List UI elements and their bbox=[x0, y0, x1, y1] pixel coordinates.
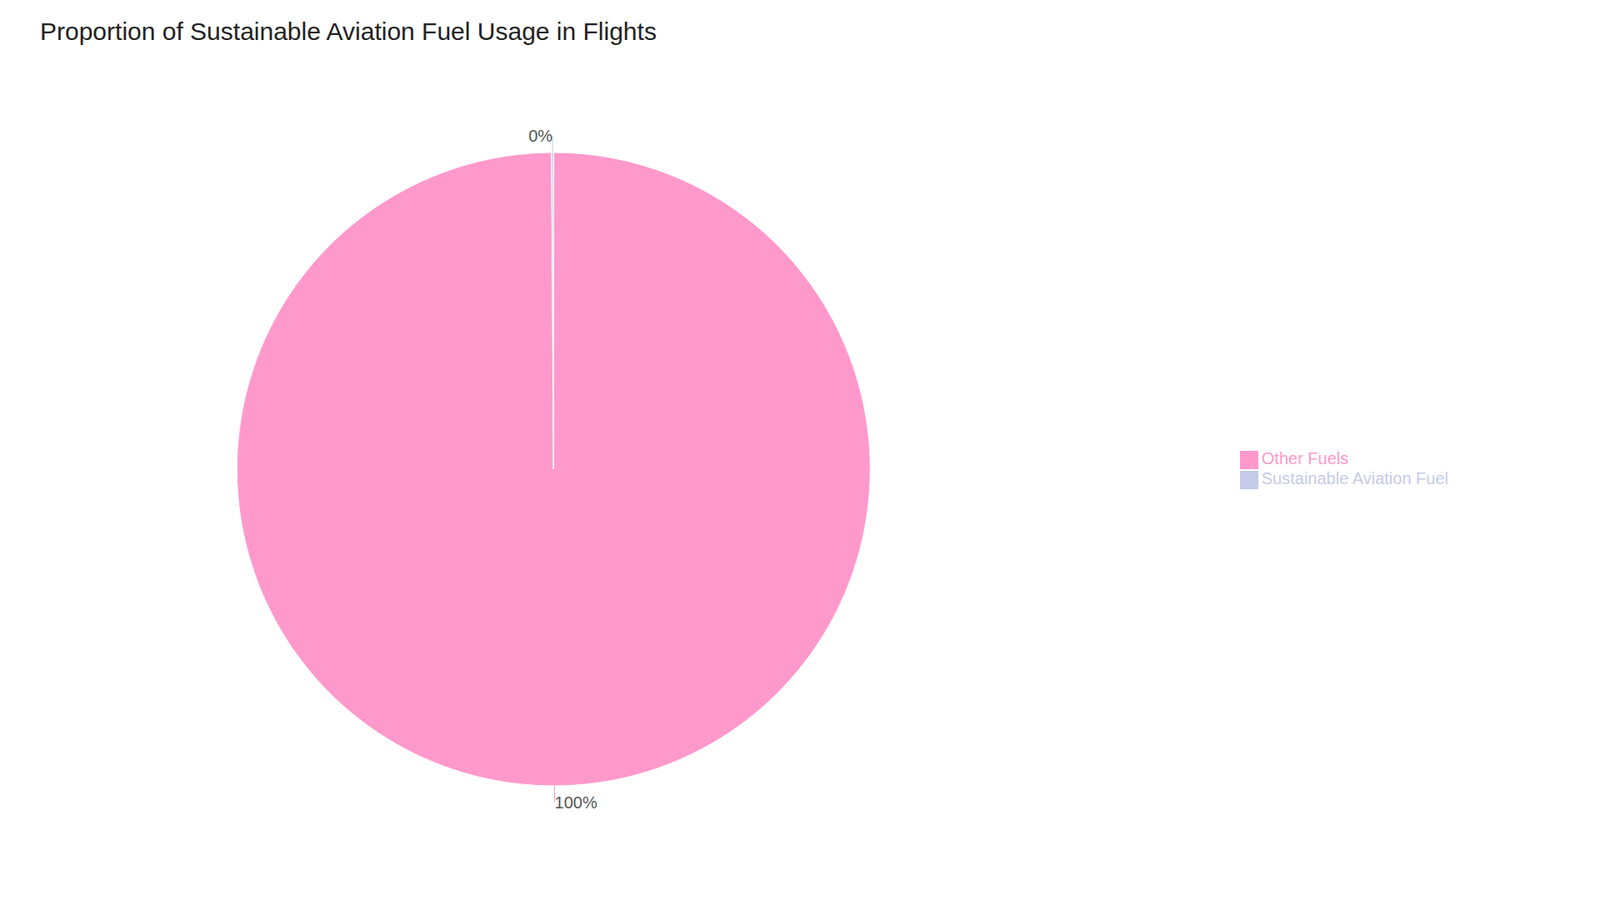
html-text:Sustainable Aviation Fuel: Sustainable Aviation Fuel bbox=[1261, 469, 1449, 488]
html-text:Proportion of Sustainable Avia: Proportion of Sustainable Aviation Fuel … bbox=[40, 17, 657, 45]
html-text:Other Fuels: Other Fuels bbox=[1261, 449, 1349, 468]
svg-text:0%: 0% bbox=[528, 126, 553, 145]
svg-text:100%: 100% bbox=[555, 793, 598, 812]
